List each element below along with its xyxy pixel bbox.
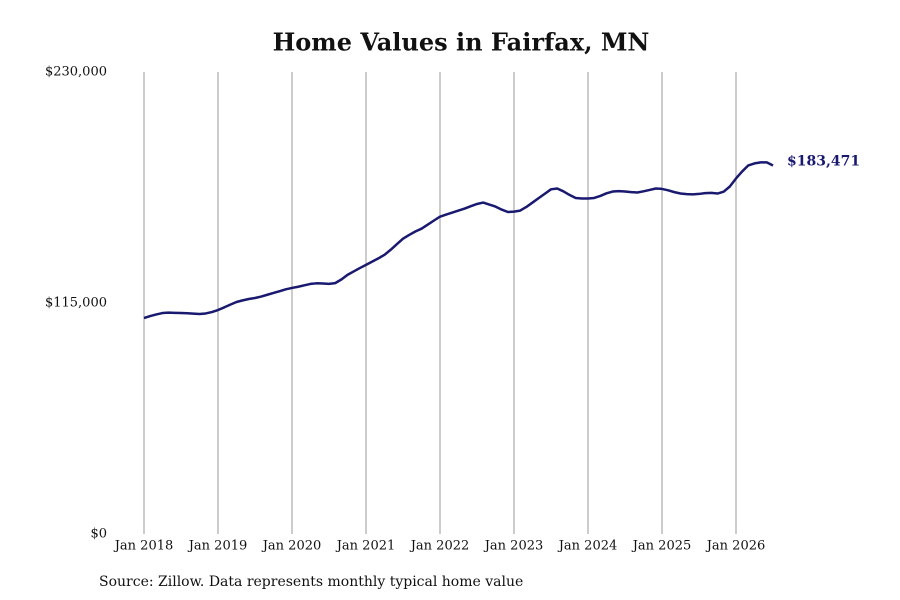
y-tick-label: $115,000 <box>45 296 107 311</box>
x-tick-label: Jan 2019 <box>187 539 248 554</box>
x-tick-label: Jan 2022 <box>409 539 470 554</box>
x-tick-label: Jan 2021 <box>335 539 396 554</box>
x-tick-label: Jan 2026 <box>705 539 766 554</box>
value-label: $183,471 <box>787 153 860 169</box>
x-tick-label: Jan 2025 <box>631 539 692 554</box>
x-tick-label: Jan 2018 <box>113 539 174 554</box>
y-tick-label: $0 <box>90 527 107 542</box>
y-tick-label: $230,000 <box>45 65 107 80</box>
x-tick-label: Jan 2024 <box>557 539 618 554</box>
x-tick-label: Jan 2023 <box>483 539 544 554</box>
source-note: Source: Zillow. Data represents monthly … <box>99 574 523 590</box>
line <box>143 161 774 320</box>
x-tick-label: Jan 2020 <box>261 539 322 554</box>
chart-title: Home Values in Fairfax, MN <box>273 28 650 57</box>
